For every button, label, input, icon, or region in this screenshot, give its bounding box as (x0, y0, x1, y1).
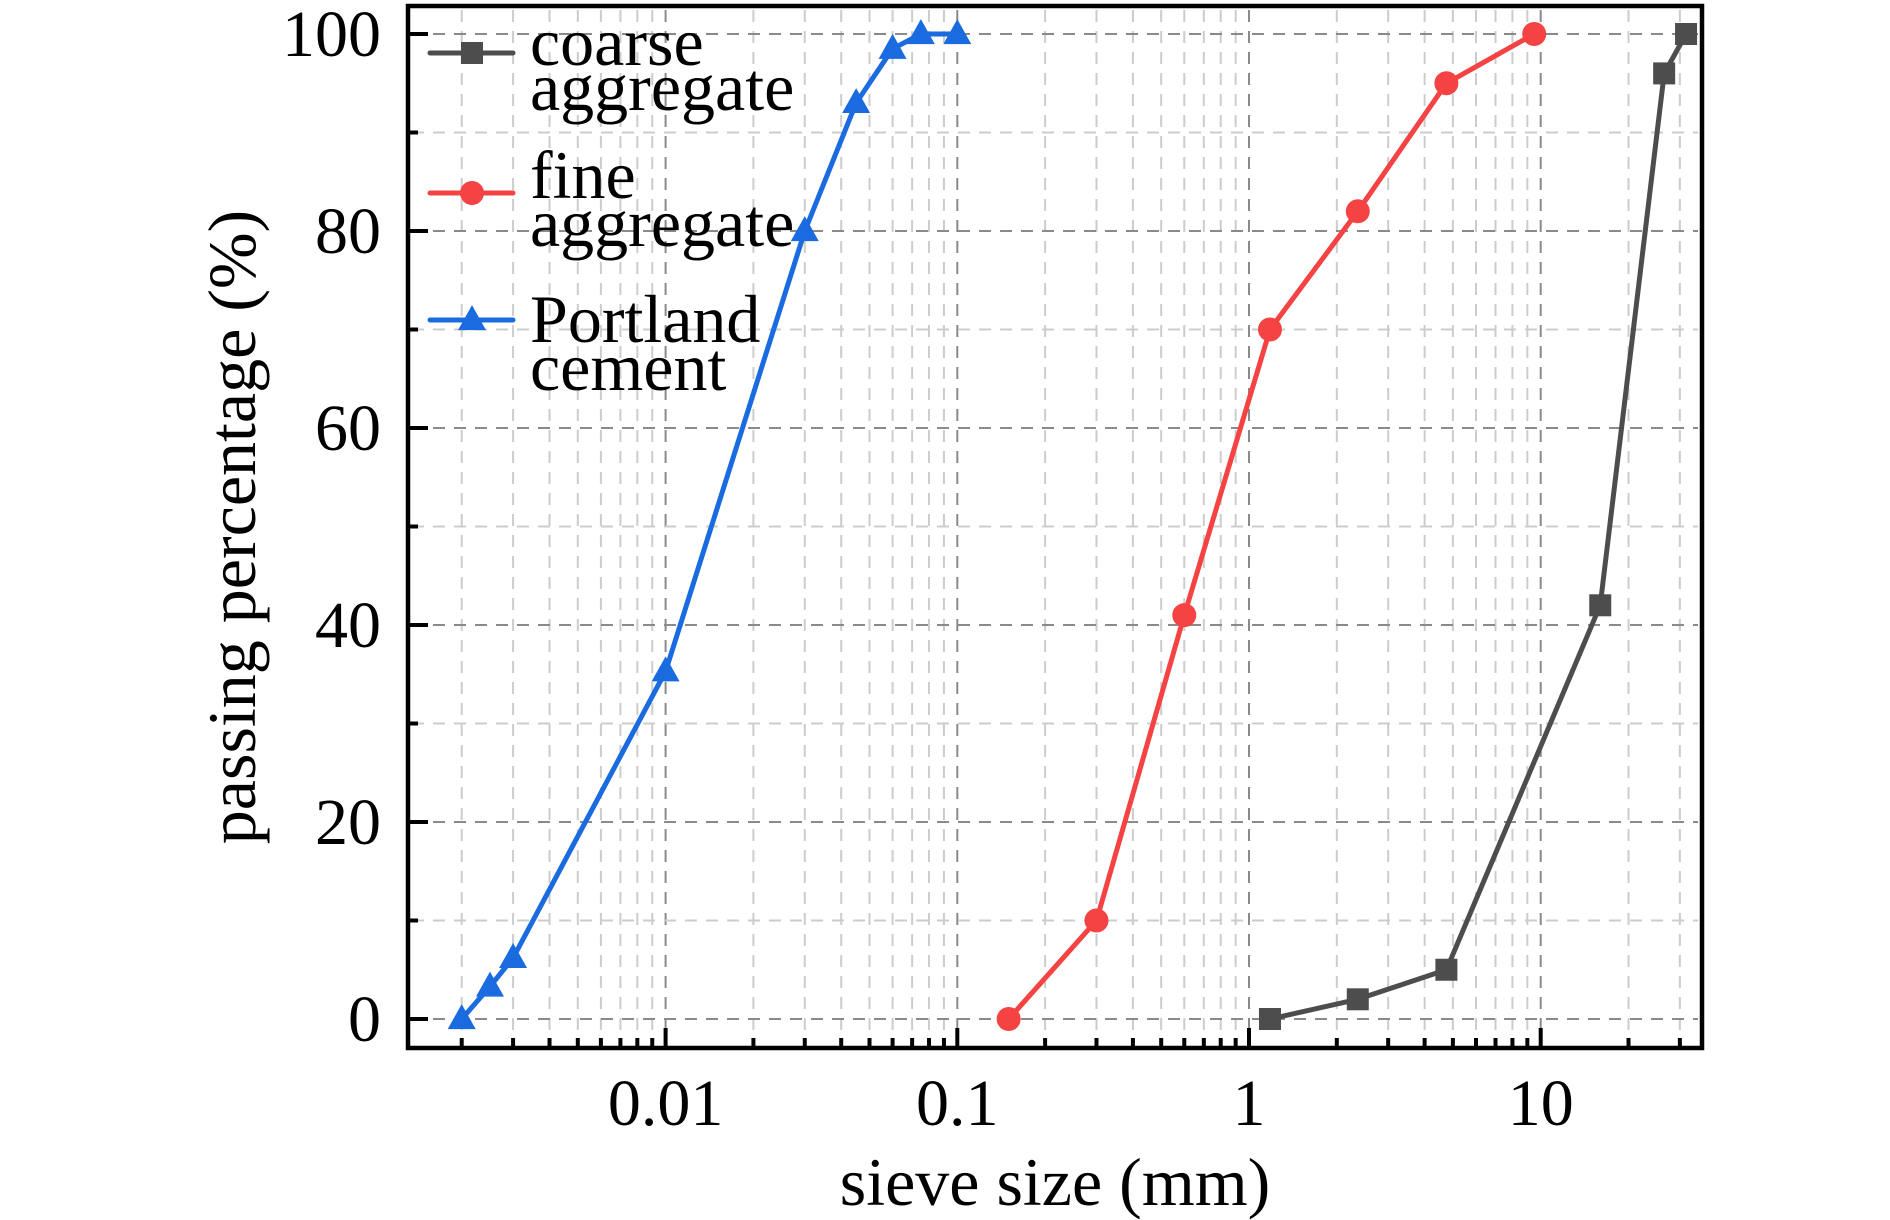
data-point-portland-cement (790, 216, 819, 242)
series-portland-cement (447, 19, 972, 1030)
data-point-fine-aggregate (996, 1007, 1021, 1031)
series-layer (447, 19, 1698, 1031)
series-coarse-aggregate (1258, 23, 1698, 1030)
data-point-fine-aggregate (1522, 22, 1547, 46)
y-axis-label: passing percentage (%) (194, 210, 270, 844)
legend-label: aggregate (530, 49, 794, 125)
tick-labels: 0 20 40 60 80 100 0.01 0.1 1 10 (282, 0, 1574, 1140)
x-tick-label: 0.1 (916, 1067, 999, 1140)
series-fine-aggregate (996, 22, 1547, 1031)
data-point-fine-aggregate (1345, 199, 1370, 224)
legend-label: coarse (530, 4, 704, 80)
data-point-coarse-aggregate (1258, 1008, 1281, 1030)
data-point-coarse-aggregate (1653, 62, 1676, 85)
legend-marker-portland-cement (458, 305, 486, 331)
legend-marker-coarse-aggregate (461, 42, 483, 64)
data-point-coarse-aggregate (1589, 594, 1612, 617)
x-tick-label: 0.01 (608, 1067, 724, 1140)
data-point-portland-cement (943, 19, 972, 45)
x-axis-label: sieve size (mm) (840, 1144, 1271, 1220)
y-tick-label: 80 (315, 195, 381, 268)
data-point-coarse-aggregate (1346, 988, 1369, 1011)
data-point-portland-cement (475, 971, 504, 997)
y-tick-label: 100 (282, 0, 381, 71)
data-point-fine-aggregate (1257, 317, 1282, 342)
legend-label: Portland (530, 281, 760, 357)
y-tick-label: 0 (348, 983, 381, 1056)
x-tick-label: 1 (1233, 1067, 1266, 1140)
x-tick-label: 10 (1508, 1067, 1574, 1140)
y-tick-label: 60 (315, 392, 381, 465)
series-line-coarse-aggregate (1269, 32, 1689, 1022)
grid (412, 10, 1698, 1044)
data-point-portland-cement (906, 19, 935, 45)
data-point-coarse-aggregate (1435, 958, 1458, 981)
data-point-portland-cement (651, 656, 680, 682)
legend: coarseaggregatefineaggregatePortlandceme… (427, 4, 794, 405)
data-point-fine-aggregate (1084, 908, 1109, 933)
data-point-portland-cement (447, 1004, 476, 1030)
data-point-portland-cement (878, 33, 907, 59)
data-point-coarse-aggregate (1675, 23, 1698, 45)
data-point-fine-aggregate (1172, 603, 1197, 628)
y-tick-label: 20 (315, 786, 381, 859)
legend-label: aggregate (530, 185, 794, 261)
legend-label: fine (530, 137, 636, 213)
data-point-fine-aggregate (1434, 71, 1459, 96)
data-point-portland-cement (499, 943, 528, 969)
ticks (408, 32, 1682, 1048)
data-point-portland-cement (842, 88, 871, 114)
y-tick-label: 40 (315, 589, 381, 662)
legend-marker-fine-aggregate (460, 181, 484, 205)
legend-label: cement (530, 329, 726, 405)
